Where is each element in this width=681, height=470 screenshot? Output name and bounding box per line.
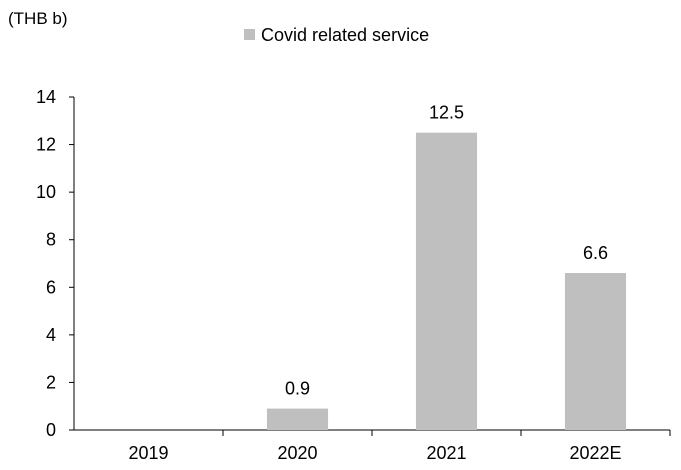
x-tick-label: 2020 bbox=[277, 443, 317, 463]
y-tick-label: 8 bbox=[46, 230, 56, 250]
bars bbox=[266, 132, 627, 430]
y-tick-label: 10 bbox=[36, 182, 56, 202]
legend-label: Covid related service bbox=[261, 25, 429, 45]
y-tick-label: 12 bbox=[36, 135, 56, 155]
data-label: 6.6 bbox=[583, 243, 608, 263]
unit-label: (THB b) bbox=[8, 9, 68, 28]
data-labels: 0.9 12.5 6.6 bbox=[285, 103, 608, 399]
x-tick-label: 2019 bbox=[128, 443, 168, 463]
y-tick-label: 4 bbox=[46, 325, 56, 345]
bar bbox=[415, 132, 478, 430]
y-tick-label: 0 bbox=[46, 420, 56, 440]
y-tick-label: 14 bbox=[36, 87, 56, 107]
bar bbox=[564, 273, 627, 430]
x-tick-label: 2021 bbox=[426, 443, 466, 463]
legend: Covid related service bbox=[244, 25, 429, 45]
y-axis: 0 2 4 6 8 10 12 14 bbox=[36, 87, 74, 440]
bar bbox=[266, 408, 329, 430]
y-tick-label: 6 bbox=[46, 277, 56, 297]
plot-area: 0 2 4 6 8 10 12 14 2019 2020 2021 2022E 0.9 12.5 6.6 bbox=[36, 87, 671, 463]
y-tick-label: 2 bbox=[46, 372, 56, 392]
legend-swatch bbox=[244, 29, 255, 40]
data-label: 0.9 bbox=[285, 379, 310, 399]
x-tick-label: 2022E bbox=[569, 443, 621, 463]
x-axis: 2019 2020 2021 2022E bbox=[128, 430, 671, 463]
data-label: 12.5 bbox=[429, 103, 464, 123]
